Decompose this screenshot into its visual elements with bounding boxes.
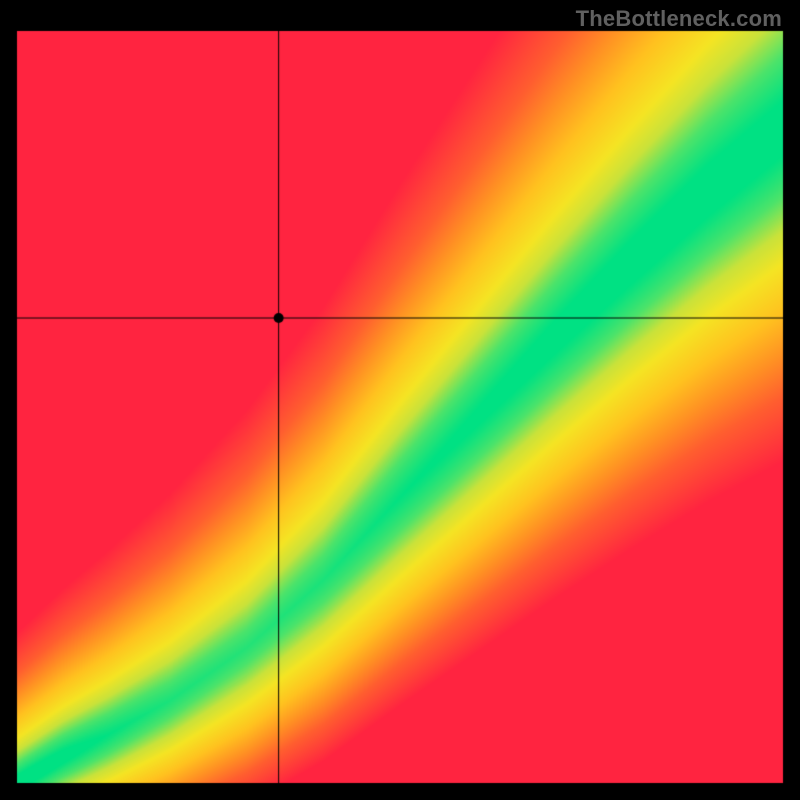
heatmap-canvas <box>0 0 800 800</box>
watermark-text: TheBottleneck.com <box>576 6 782 32</box>
bottleneck-heatmap-chart: TheBottleneck.com <box>0 0 800 800</box>
